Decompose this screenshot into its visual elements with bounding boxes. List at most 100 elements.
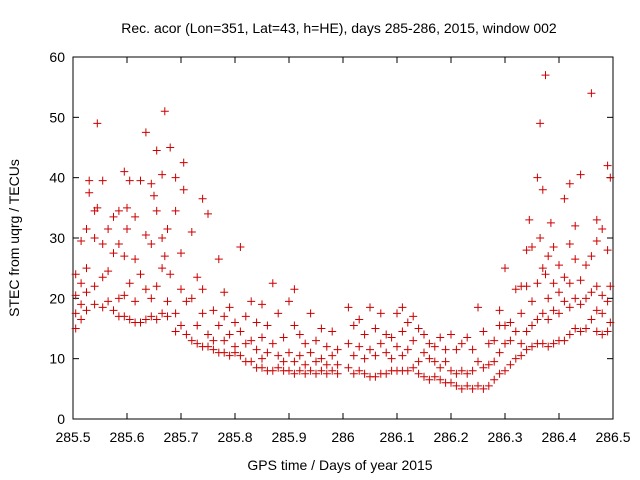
data-point [147, 312, 156, 321]
data-point [98, 303, 107, 312]
data-point [82, 306, 91, 315]
data-point [285, 366, 293, 375]
y-tick-label: 60 [49, 49, 65, 65]
data-point [533, 279, 542, 288]
data-point [141, 285, 150, 294]
data-point [290, 285, 299, 294]
x-tick: 286.4 [541, 57, 577, 445]
data-point [220, 288, 229, 297]
data-point [152, 315, 161, 324]
data-point [484, 339, 493, 348]
data-point [163, 312, 172, 321]
data-point [317, 324, 326, 333]
data-point [468, 384, 477, 393]
data-point [528, 321, 536, 330]
data-point [479, 384, 488, 393]
data-point [598, 291, 607, 300]
data-point [528, 297, 536, 306]
data-point [544, 294, 553, 303]
data-point [85, 176, 94, 185]
data-point [501, 264, 509, 273]
y-tick: 10 [49, 351, 613, 367]
data-point [541, 71, 550, 80]
data-point [193, 321, 202, 330]
data-point [301, 360, 310, 369]
data-point [93, 203, 102, 212]
data-point [484, 381, 493, 390]
data-point [328, 351, 337, 360]
data-points [71, 71, 615, 393]
data-point [263, 321, 272, 330]
data-point [457, 366, 466, 375]
data-point [225, 351, 234, 360]
data-point [268, 279, 277, 288]
data-point [312, 336, 320, 345]
data-point [177, 285, 185, 294]
data-point [125, 176, 134, 185]
data-point [457, 384, 466, 393]
data-point [247, 336, 256, 345]
data-point [474, 381, 482, 390]
data-point [582, 324, 590, 333]
data-point [179, 185, 188, 194]
data-point [274, 309, 283, 318]
data-point [114, 240, 123, 249]
data-point [565, 330, 574, 339]
plot-frame [72, 56, 614, 420]
data-point [333, 345, 342, 354]
data-point [71, 324, 80, 333]
x-tick: 286.3 [487, 57, 523, 445]
y-axis: 0 10 20 30 40 50 60 [49, 49, 613, 427]
data-point [463, 369, 472, 378]
data-point [538, 339, 547, 348]
data-point [360, 354, 369, 363]
data-point [398, 351, 407, 360]
data-point [150, 191, 158, 200]
data-point [398, 327, 407, 336]
data-point [447, 330, 455, 339]
data-point [166, 143, 175, 152]
data-point [549, 339, 558, 348]
data-point [522, 327, 531, 336]
data-point [152, 282, 161, 291]
y-tick: 50 [49, 109, 613, 125]
data-point [187, 227, 196, 236]
data-point [387, 333, 396, 342]
data-point [198, 194, 207, 203]
x-axis: 285.5 285.6 285.7 285.8 285.9 286 286.1 286.2 28… [55, 57, 631, 445]
x-tick: 286.1 [379, 57, 415, 445]
data-point [479, 327, 488, 336]
data-point [220, 312, 229, 321]
data-point [425, 354, 434, 363]
data-point [98, 240, 107, 249]
data-point [279, 333, 288, 342]
data-point [295, 351, 304, 360]
x-tick-label: 286.2 [433, 429, 468, 445]
y-tick: 20 [49, 290, 613, 306]
data-point [603, 297, 612, 306]
data-point [536, 119, 545, 128]
data-point [109, 306, 118, 315]
data-point [555, 309, 563, 318]
data-point [163, 224, 172, 233]
data-point [131, 255, 140, 264]
data-point [82, 264, 91, 273]
x-tick: 285.6 [109, 57, 145, 445]
data-point [490, 375, 499, 384]
data-point [387, 354, 396, 363]
data-point [125, 315, 134, 324]
data-point [301, 369, 310, 378]
data-point [158, 264, 167, 273]
data-point [544, 315, 553, 324]
y-tick: 40 [49, 170, 613, 186]
data-point [555, 261, 563, 270]
data-point [258, 333, 266, 342]
data-point [538, 309, 547, 318]
data-point [136, 318, 145, 327]
data-point [393, 309, 401, 318]
data-point [231, 318, 239, 327]
data-point [479, 363, 488, 372]
data-point [171, 173, 180, 182]
data-point [506, 318, 515, 327]
data-point [344, 303, 353, 312]
